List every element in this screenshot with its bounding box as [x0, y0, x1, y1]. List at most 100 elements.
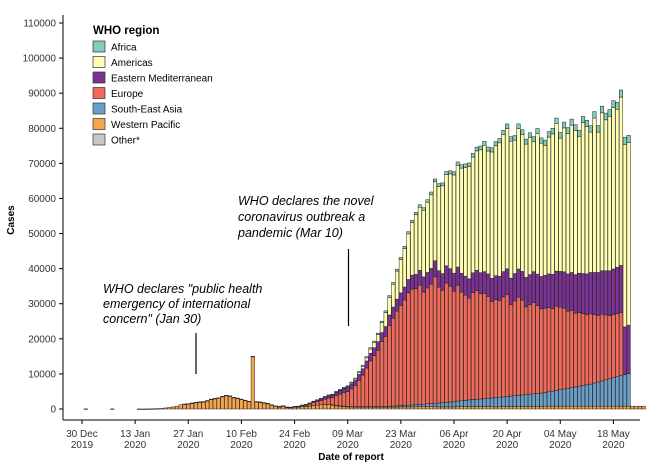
annotation-text-mar10-line3: pandemic (Mar 10): [237, 226, 343, 240]
x-tick-label: 2020: [602, 440, 625, 451]
bar-segment: [615, 313, 620, 377]
bar-segment: [516, 268, 521, 298]
bar-segment: [269, 404, 274, 406]
bar-segment: [315, 404, 320, 410]
bar-segment: [372, 355, 377, 407]
x-tick-label: 2020: [549, 440, 572, 451]
bar-segment: [486, 146, 491, 152]
bar-segment: [562, 405, 567, 410]
bar-segment: [489, 406, 494, 410]
bar-segment: [592, 382, 597, 407]
bar-segment: [300, 406, 305, 410]
bar-segment: [216, 397, 221, 410]
bar-segment: [258, 401, 263, 403]
bar-segment: [607, 270, 612, 316]
legend-label: Americas: [111, 58, 153, 69]
bar-segment: [539, 142, 544, 277]
bar-segment: [148, 408, 153, 410]
bar-segment: [391, 406, 396, 410]
bar-segment: [554, 117, 559, 124]
bar-segment: [224, 395, 229, 397]
bar-segment: [520, 134, 525, 272]
bar-segment: [626, 324, 631, 374]
bar-segment: [562, 388, 567, 407]
bar-segment: [220, 396, 225, 398]
bar-segment: [478, 145, 483, 151]
bar-segment: [425, 406, 430, 410]
bar-segment: [600, 314, 605, 382]
bar-segment: [619, 89, 624, 98]
bar-segment: [501, 296, 506, 398]
bar-segment: [451, 401, 456, 408]
bar-segment: [448, 406, 453, 410]
bar-segment: [421, 404, 426, 407]
legend-swatch: [92, 40, 106, 53]
bar-segment: [508, 141, 513, 279]
bar-segment: [577, 129, 582, 137]
bar-segment: [239, 398, 244, 401]
bar-segment: [387, 295, 392, 298]
bar-segment: [505, 128, 510, 270]
legend-label: Eastern Mediterranean: [111, 74, 213, 85]
bar-segment: [531, 406, 536, 410]
bar-segment: [463, 406, 468, 410]
bar-segment: [171, 406, 176, 410]
bar-segment: [478, 149, 483, 273]
bar-segment: [501, 406, 506, 410]
bar-segment: [433, 402, 438, 407]
bar-segment: [338, 390, 343, 395]
bar-segment: [414, 214, 419, 275]
bar-segment: [197, 401, 202, 403]
bar-segment: [281, 405, 286, 407]
bar-segment: [527, 406, 532, 410]
bar-segment: [322, 404, 327, 410]
bar-segment: [455, 165, 460, 268]
x-tick-label: 13 Jan: [120, 429, 150, 440]
bar-segment: [622, 136, 627, 145]
bar-segment: [326, 397, 331, 405]
bar-segment: [584, 119, 589, 127]
bar-segment: [501, 396, 506, 407]
bar-segment: [577, 272, 582, 313]
bar-segment: [607, 116, 612, 271]
bar-segment: [615, 266, 620, 314]
bar-segment: [383, 406, 388, 410]
bar-segment: [182, 403, 187, 405]
bar-segment: [512, 139, 517, 274]
bar-segment: [501, 134, 506, 272]
bar-segment: [326, 394, 331, 396]
x-tick-label: 2020: [337, 440, 360, 451]
bar-segment: [459, 406, 464, 410]
bar-segment: [425, 272, 430, 289]
bar-segment: [497, 406, 502, 410]
bar-segment: [436, 183, 441, 187]
bar-segment: [550, 133, 555, 275]
bar-segment: [277, 406, 282, 408]
bar-segment: [581, 116, 586, 123]
bar-segment: [410, 222, 415, 276]
bar-segment: [524, 394, 529, 407]
bar-segment: [474, 290, 479, 400]
bar-segment: [527, 132, 532, 138]
bar-segment: [444, 265, 449, 284]
bar-segment: [334, 395, 339, 406]
bar-segment: [254, 401, 259, 410]
bar-segment: [558, 132, 563, 139]
bar-segment: [543, 139, 548, 146]
bar-segment: [588, 383, 593, 407]
bar-segment: [387, 325, 392, 407]
bar-segment: [372, 342, 377, 348]
bar-segment: [334, 391, 339, 393]
bar-segment: [383, 326, 388, 337]
bar-segment: [562, 121, 567, 129]
bar-segment: [634, 405, 639, 410]
bar-segment: [588, 125, 593, 133]
bar-segment: [524, 406, 529, 410]
bar-segment: [459, 273, 464, 293]
bar-segment: [444, 174, 449, 267]
bar-segment: [558, 306, 563, 390]
bar-segment: [159, 408, 164, 410]
bar-segment: [440, 406, 445, 410]
bar-segment: [619, 312, 624, 376]
bar-segment: [360, 364, 365, 367]
